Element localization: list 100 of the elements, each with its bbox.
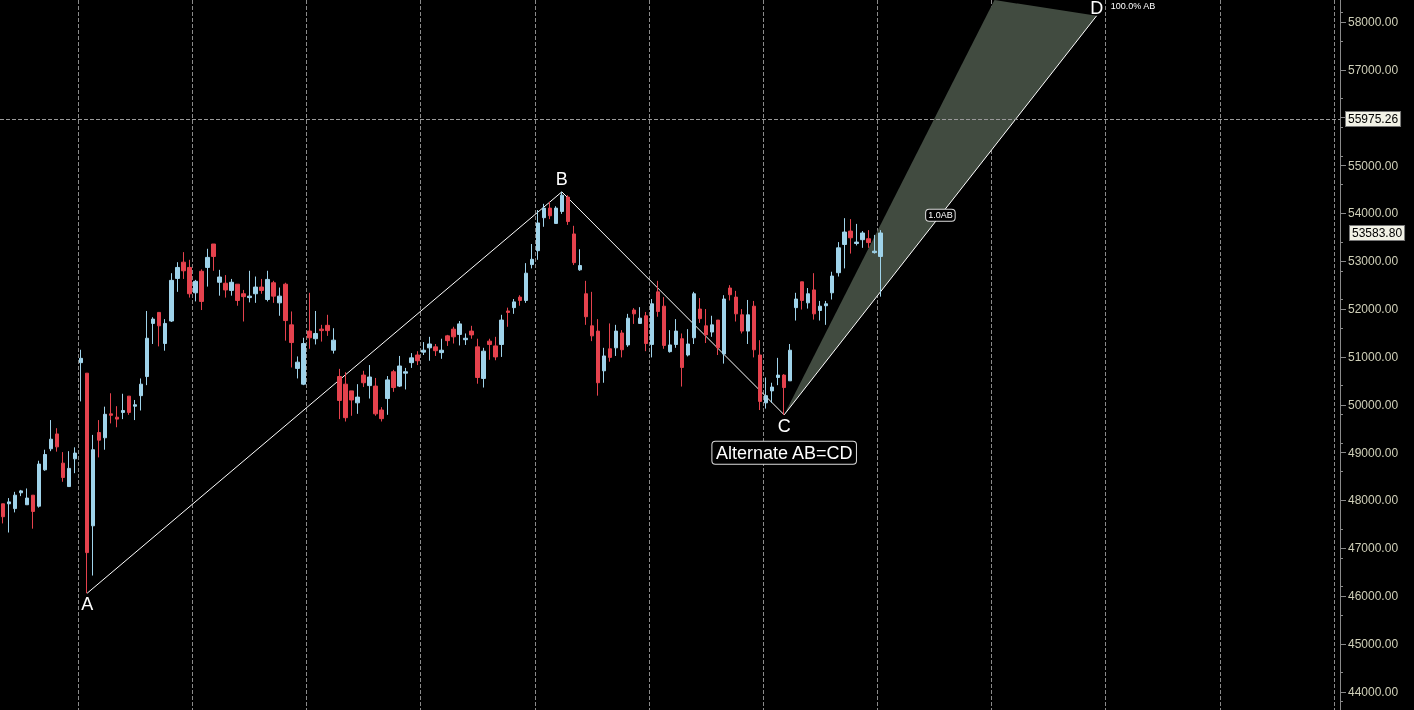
candlestick [265,270,270,302]
candlestick [331,327,336,355]
y-tick-label: 55000.00 [1348,158,1399,173]
candlestick [283,282,288,342]
candlestick [121,393,125,420]
candlestick [175,261,180,293]
candlestick [427,336,432,362]
candlestick [728,284,732,301]
y-tick-label: 45000.00 [1348,636,1399,651]
annotation: 1.0AB [928,210,953,221]
candlestick [620,329,624,358]
candlestick [475,338,480,385]
candlestick [644,311,648,352]
candlestick [704,308,708,344]
y-tick-label: 52000.00 [1348,302,1399,317]
candlestick [830,271,834,300]
y-tick-label: 48000.00 [1348,493,1399,508]
y-tick-label: 50000.00 [1348,397,1399,412]
candlestick [145,310,149,386]
annotation: 100.0% AB [1110,0,1156,11]
candlestick [710,315,714,338]
candlestick [680,332,684,388]
candlestick [782,373,786,416]
candlestick [572,225,576,266]
candlestick [1,503,5,524]
candlestick [205,248,210,288]
candlestick [421,341,426,356]
y-tick-label: 57000.00 [1348,62,1399,77]
candlestick [487,338,492,361]
candlestick [61,451,65,483]
candlestick [542,203,546,228]
candlestick [157,311,161,347]
candlestick [596,318,600,397]
candlestick [842,217,847,269]
candlestick [608,322,612,363]
candlestick [223,274,228,299]
candlestick [524,262,528,304]
candlestick [199,268,204,311]
candlestick [668,329,672,354]
y-tick-label: 54000.00 [1348,206,1399,221]
candlestick [73,446,77,474]
candlestick [367,364,372,400]
candlestick [247,270,252,303]
candlestick [385,375,390,416]
y-tick-label: 47000.00 [1348,541,1399,556]
candlestick [259,278,264,295]
candlestick [818,300,822,322]
candlestick [361,370,366,388]
y-tick-label: 58000.00 [1348,15,1399,30]
candlestick [656,280,660,318]
candlestick [103,406,107,451]
candlestick [433,343,438,357]
candlestick [211,243,216,272]
candlestick [638,306,642,325]
candlestick [163,318,167,352]
candlestick [632,307,636,325]
y-tick-label: 44000.00 [1348,684,1399,699]
candlestick [43,449,47,472]
candlestick [512,298,516,315]
candlestick [409,352,414,369]
y-tick-label: 53000.00 [1348,254,1399,269]
candlestick [7,497,11,533]
candlestick [836,241,841,278]
candlestick [289,310,294,368]
candlestick [674,318,678,349]
candlestick [650,298,654,358]
annotation: C [777,415,791,436]
candlestick [812,272,816,321]
candlestick [854,223,859,246]
candlestick [752,300,756,358]
candlestick [848,218,853,255]
candlestick [806,287,810,310]
candlestick [67,450,71,488]
candlestick [692,291,696,345]
candlestick [698,297,702,324]
candlestick [277,287,282,317]
candlestick [770,382,774,404]
candlestick [313,310,318,345]
candlestick [824,300,828,326]
candlestick [758,339,762,411]
candlestick [415,350,420,366]
candlestick [716,319,720,356]
candlestick [115,405,119,428]
candlestick [79,349,83,402]
candlestick [85,372,89,594]
annotation: A [81,594,94,615]
line-series [86,15,1098,594]
candlestick [481,347,486,389]
candlestick [25,487,29,506]
y-tick-label: 51000.00 [1348,349,1399,364]
candlestick [800,281,804,311]
candlestick [229,278,234,297]
candlestick [722,294,726,365]
annotation: B [555,168,568,189]
candlestick [866,229,871,249]
candlestick [439,338,444,360]
y-tick-label: 46000.00 [1348,589,1399,604]
candlestick [566,194,570,226]
candlestick [493,336,498,361]
candlestick [193,279,198,302]
